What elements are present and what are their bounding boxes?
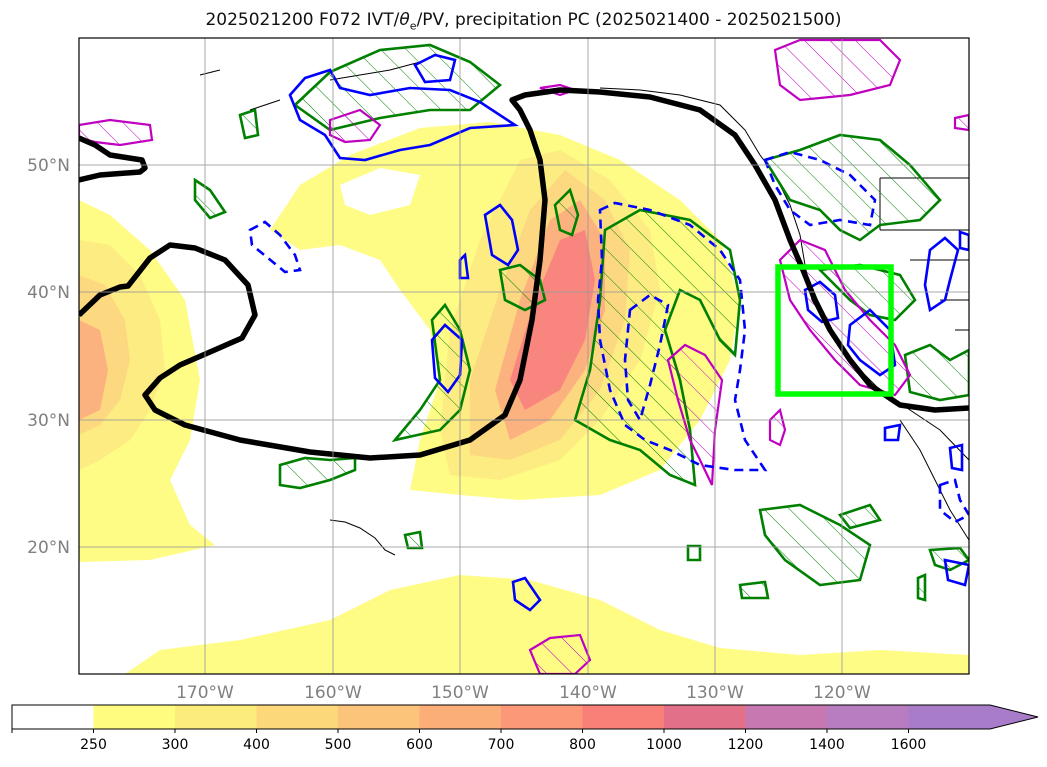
- colorbar-segment: [745, 705, 828, 729]
- precip-contour: [916, 573, 927, 602]
- colorbar-segment: [664, 705, 746, 729]
- pv-contour: [288, 68, 519, 162]
- precip-neg-contour: [953, 113, 969, 132]
- colorbar: 250 300 400 500 600 700 800 1000 1200 1400 1600: [11, 704, 1039, 753]
- lon-label: 140°W: [559, 683, 617, 703]
- pv-dashed-contour: [938, 478, 969, 524]
- pv-contour: [923, 236, 960, 313]
- pv-dashed-contour: [248, 220, 302, 274]
- colorbar-extend-arrow: [990, 705, 1038, 729]
- pv-contour: [948, 443, 964, 472]
- colorbar-tick-label: 800: [569, 737, 596, 753]
- figure-title: 2025021200 F072 IVT/θe/PV, precipitation…: [205, 10, 842, 33]
- colorbar-segment: [419, 705, 502, 729]
- colorbar-segment: [501, 705, 583, 729]
- precip-contour: [928, 546, 969, 572]
- latitude-labels: 50°N 40°N 30°N 20°N: [27, 156, 70, 558]
- hawaii: [329, 519, 396, 556]
- precip-contour: [278, 456, 357, 490]
- pv-dashed-contour: [623, 293, 670, 424]
- colorbar-tick-label: 1200: [728, 737, 764, 753]
- pv-contour: [846, 308, 897, 377]
- colorbar-tick-label: 400: [243, 737, 270, 753]
- precip-contour: [238, 108, 260, 140]
- graticule: [79, 38, 969, 674]
- precip-contour: [903, 343, 969, 402]
- pv-contour: [958, 230, 969, 252]
- map-panel: [79, 38, 969, 674]
- precip-contour: [738, 580, 770, 600]
- theta-e-contour: [79, 87, 969, 461]
- lat-label: 40°N: [27, 283, 70, 303]
- colorbar-tick-label: 600: [406, 737, 433, 753]
- precip-neg-contour: [773, 38, 902, 102]
- ivt-contour-600: [79, 320, 108, 420]
- colorbar-segment: [175, 705, 257, 729]
- colorbar-segment: [12, 705, 94, 729]
- lon-label: 160°W: [304, 683, 362, 703]
- colorbar-tick-label: 1600: [891, 737, 927, 753]
- precip-contour: [837, 503, 883, 530]
- colorbar-segment: [338, 705, 420, 729]
- colorbar-tick-label: 300: [162, 737, 189, 753]
- colorbar-segment: [908, 705, 991, 729]
- pv-dashed-contour: [763, 150, 877, 227]
- colorbar-segment: [256, 705, 339, 729]
- longitude-labels: 170°W 160°W 150°W 140°W 130°W 120°W: [176, 683, 871, 703]
- colorbar-tick-label: 250: [80, 737, 107, 753]
- lon-label: 120°W: [813, 683, 871, 703]
- lat-label: 20°N: [27, 538, 70, 558]
- colorbar-tick-label: 1000: [646, 737, 682, 753]
- lon-label: 170°W: [176, 683, 234, 703]
- pv-contours: [288, 53, 969, 612]
- ivt-hole: [340, 168, 420, 215]
- lat-label: 50°N: [27, 156, 70, 176]
- precip-contour: [762, 133, 942, 242]
- region-highlight-box: [775, 264, 894, 397]
- theta-e-contours: [79, 87, 969, 461]
- precip-negative: [79, 38, 969, 674]
- ivt-contour-800: [510, 230, 595, 410]
- lon-label: 150°W: [431, 683, 489, 703]
- colorbar-tick-label: 1400: [809, 737, 845, 753]
- pv-dashed-contour: [596, 201, 768, 472]
- pv-contour: [483, 203, 520, 267]
- colorbar-outline: [11, 704, 1039, 730]
- pv-negative-contours: [248, 150, 969, 524]
- colorbar-tick-label: 700: [488, 737, 515, 753]
- colorbar-tick-label: 500: [325, 737, 352, 753]
- pv-contour: [413, 53, 457, 84]
- precip-positive: [193, 43, 969, 602]
- precip-contour: [193, 177, 227, 220]
- pv-contour: [943, 558, 969, 587]
- precip-neg-contour: [328, 108, 382, 144]
- colorbar-segment: [827, 705, 909, 729]
- pv-contour: [511, 576, 542, 612]
- map-frame: [78, 37, 970, 675]
- lon-label: 130°W: [686, 683, 744, 703]
- precip-contour: [686, 544, 702, 562]
- pv-contour: [803, 280, 840, 324]
- theta-e-contour: [79, 135, 148, 183]
- precip-contour: [573, 208, 742, 487]
- colorbar-segment: [582, 705, 665, 729]
- precip-contour: [403, 530, 424, 550]
- precip-neg-contour: [528, 633, 592, 674]
- precip-neg-contour: [778, 238, 912, 397]
- pv-contour: [883, 423, 902, 442]
- ivt-contour-250: [125, 575, 969, 674]
- lat-label: 30°N: [27, 411, 70, 431]
- colorbar-segment: [93, 705, 176, 729]
- precip-contour: [553, 187, 580, 237]
- precip-neg-contour: [768, 407, 787, 447]
